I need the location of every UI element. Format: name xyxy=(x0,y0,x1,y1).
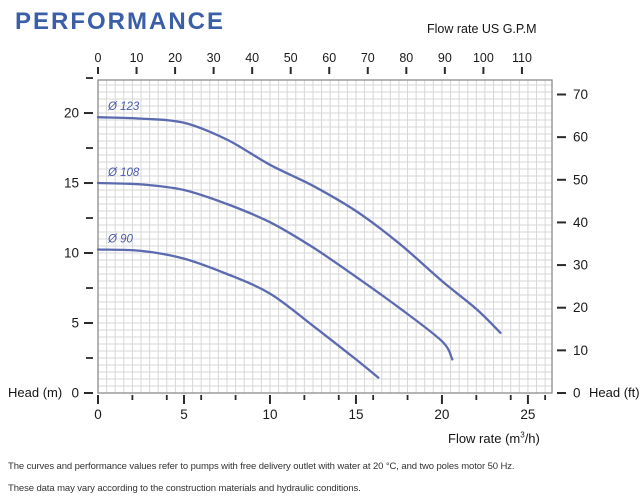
top-axis-label: Flow rate US G.P.M xyxy=(427,22,537,36)
bottom-axis-label-sup: 3 xyxy=(520,430,525,440)
svg-text:10: 10 xyxy=(64,246,79,261)
svg-text:0: 0 xyxy=(573,386,581,401)
footnote: The curves and performance values refer … xyxy=(8,456,515,500)
svg-text:50: 50 xyxy=(573,172,588,187)
bottom-axis-label-suffix: /h) xyxy=(524,431,540,446)
svg-text:110: 110 xyxy=(512,51,532,65)
bottom-axis-tick-labels: 0 5 10 15 20 25 xyxy=(94,407,535,422)
footnote-line-1: The curves and performance values refer … xyxy=(8,461,515,472)
top-axis-tick-labels: 0 10 20 30 40 50 60 70 80 90 100 110 xyxy=(95,51,532,65)
svg-text:20: 20 xyxy=(434,407,449,422)
svg-text:100: 100 xyxy=(473,51,494,65)
left-axis-label: Head (m) xyxy=(8,385,63,400)
curve-ø-123 xyxy=(96,116,502,334)
curve-ø-90 xyxy=(96,248,380,379)
svg-text:0: 0 xyxy=(71,386,79,401)
right-axis-ticks xyxy=(557,93,566,394)
svg-text:20: 20 xyxy=(64,106,79,121)
svg-text:90: 90 xyxy=(438,51,452,65)
svg-text:15: 15 xyxy=(64,176,79,191)
svg-text:5: 5 xyxy=(180,407,188,422)
svg-text:0: 0 xyxy=(94,407,102,422)
page-title: PERFORMANCE xyxy=(15,8,226,35)
svg-text:20: 20 xyxy=(573,300,588,315)
bottom-axis-label: Flow rate (m3/h) xyxy=(448,431,540,446)
svg-text:60: 60 xyxy=(573,130,588,145)
svg-text:80: 80 xyxy=(399,51,413,65)
curve-label: Ø 123 xyxy=(107,101,140,113)
svg-text:10: 10 xyxy=(573,343,588,358)
svg-text:5: 5 xyxy=(71,316,79,331)
grid xyxy=(98,80,552,393)
left-axis-ticks xyxy=(84,77,93,394)
svg-text:40: 40 xyxy=(245,51,259,65)
bottom-axis-ticks xyxy=(97,395,547,404)
svg-text:30: 30 xyxy=(573,258,588,273)
svg-text:60: 60 xyxy=(322,51,336,65)
right-axis-tick-labels: 0 10 20 30 40 50 60 70 xyxy=(573,87,588,401)
footnote-line-2: These data may vary according to the con… xyxy=(8,483,361,494)
svg-text:25: 25 xyxy=(520,407,535,422)
pump-curves: Ø 123 Ø 108 Ø 90 xyxy=(96,101,502,379)
curve-label: Ø 90 xyxy=(107,234,134,246)
left-axis-tick-labels: 0 5 10 15 20 xyxy=(64,106,79,401)
svg-text:30: 30 xyxy=(207,51,221,65)
svg-text:10: 10 xyxy=(262,407,277,422)
svg-text:10: 10 xyxy=(130,51,144,65)
plot-border xyxy=(97,79,553,394)
svg-text:15: 15 xyxy=(348,407,363,422)
svg-text:70: 70 xyxy=(573,87,588,102)
top-axis-ticks xyxy=(97,67,523,74)
svg-text:40: 40 xyxy=(573,215,588,230)
svg-text:0: 0 xyxy=(95,51,102,65)
curve-ø-108 xyxy=(96,181,454,361)
curve-label: Ø 108 xyxy=(107,167,140,179)
svg-text:20: 20 xyxy=(168,51,182,65)
right-axis-label: Head (ft) xyxy=(589,385,640,400)
bottom-axis-label-text: Flow rate (m xyxy=(448,431,521,446)
svg-text:50: 50 xyxy=(284,51,298,65)
svg-text:70: 70 xyxy=(361,51,375,65)
